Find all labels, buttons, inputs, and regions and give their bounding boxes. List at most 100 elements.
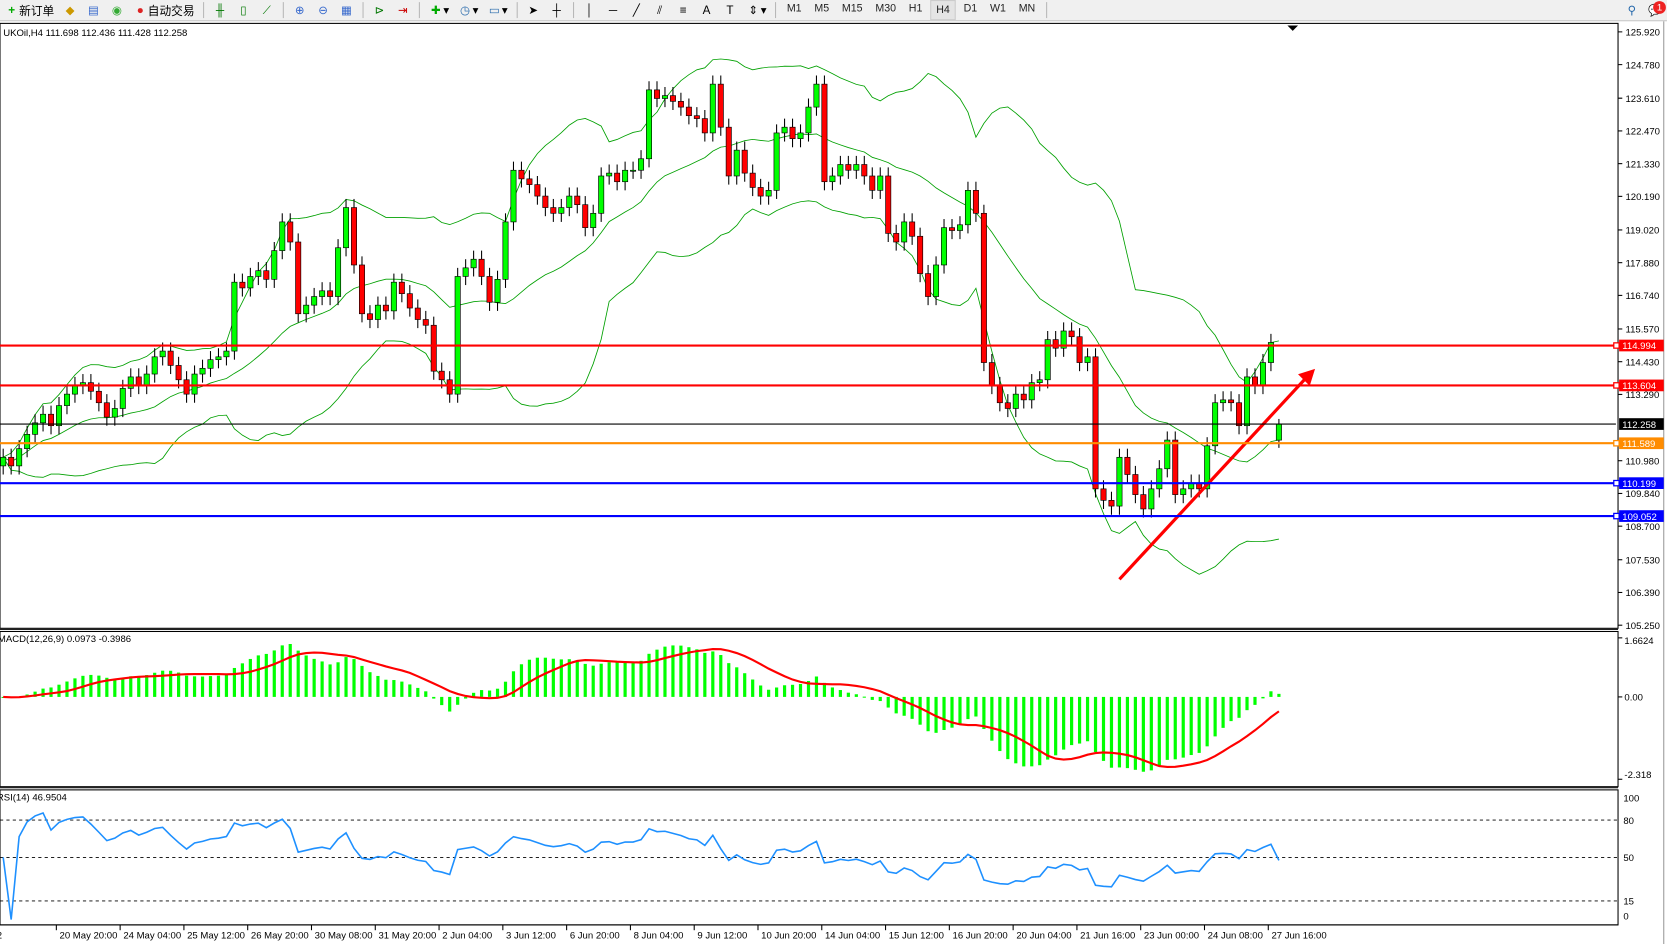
timeframe-h1-button[interactable]: H1	[908, 3, 923, 15]
trend-arrow-head	[1298, 368, 1316, 386]
chart-shift-button[interactable]: ⊳	[369, 1, 390, 19]
candle	[1020, 385, 1027, 409]
periods-button[interactable]: ◷ ▾	[455, 1, 482, 19]
templates-button[interactable]: ▭ ▾	[488, 3, 508, 18]
new-order-button[interactable]: + 新订单	[1, 1, 57, 19]
macd-histogram-bar	[49, 687, 53, 697]
level-handle[interactable]	[1613, 382, 1620, 389]
level-handle[interactable]	[1613, 439, 1620, 447]
candle	[598, 167, 605, 222]
candle	[167, 342, 174, 375]
macd-histogram-bar	[639, 660, 643, 697]
timeframe-mn-button[interactable]: MN	[1018, 3, 1036, 15]
candle	[1004, 394, 1011, 418]
timeframe-m1-button[interactable]: M1	[786, 3, 802, 15]
auto-trading-button[interactable]: ● 自动交易	[130, 1, 198, 19]
macd-histogram-bar	[280, 645, 284, 697]
candle	[685, 98, 692, 125]
vertical-line-icon: │	[585, 3, 594, 17]
macd-histogram-bar	[615, 662, 619, 697]
search-button[interactable]: ⚲	[1621, 1, 1642, 19]
candle-body-bull	[335, 247, 342, 297]
macd-histogram-bar	[599, 663, 603, 697]
macd-histogram-bar	[790, 684, 795, 697]
line-chart-button[interactable]: ⟋	[256, 1, 277, 19]
candle	[1044, 330, 1051, 389]
candle	[877, 167, 884, 199]
search-icon: ⚲	[1627, 3, 1637, 17]
horizontal-line-button[interactable]: ─	[602, 1, 623, 19]
macd-histogram-bar	[942, 696, 946, 730]
macd-histogram-bar	[990, 696, 994, 741]
macd-histogram-bar	[456, 696, 460, 705]
macd-histogram-bar	[216, 675, 221, 697]
notification-button[interactable]: 💬1	[1645, 1, 1666, 19]
price-tick-label: 114.430	[1625, 357, 1659, 368]
candle	[773, 124, 780, 199]
text-label-button[interactable]: T	[719, 1, 740, 19]
auto-trading-icon: ●	[136, 3, 144, 17]
candle	[103, 394, 110, 426]
zoom-in-button[interactable]: ⊕	[289, 1, 310, 19]
candle-body-bear	[359, 264, 365, 315]
level-handle[interactable]	[1613, 342, 1620, 349]
candle-body-bear	[438, 370, 445, 381]
timeframe-w1-button[interactable]: W1	[989, 3, 1006, 15]
chart-shift-marker	[1287, 25, 1299, 31]
macd-histogram-bar	[153, 672, 157, 697]
tile-windows-button[interactable]: ▦	[336, 1, 357, 19]
candle	[582, 196, 589, 237]
level-handle[interactable]	[1613, 512, 1620, 520]
vertical-line-button[interactable]: │	[579, 1, 600, 19]
crosshair-button[interactable]: ┼	[546, 1, 567, 19]
macd-histogram-bar	[1117, 696, 1122, 768]
macd-histogram-bar	[1133, 696, 1137, 770]
timeframe-h4-button[interactable]: H4	[929, 0, 957, 21]
candle-body-bear	[239, 281, 246, 289]
candle	[1236, 394, 1243, 435]
terminal-button[interactable]: ▤	[83, 1, 104, 19]
indicators-icon: ✚	[430, 3, 441, 17]
price-level-tag	[1619, 477, 1664, 489]
macd-histogram-bar	[1046, 696, 1050, 760]
candle-body-bear	[996, 385, 1003, 404]
candle-body-bear	[821, 83, 828, 183]
autoscroll-button[interactable]: ⇥	[392, 1, 413, 19]
arrows-button[interactable]: ⇕ ▾	[743, 1, 770, 19]
price-chart[interactable]: 125.920 124.780 123.610 122.470 121.330 120.1…	[0, 21, 1667, 944]
time-tick-label: 3 Jun 12:00	[506, 931, 556, 942]
text-button[interactable]: A	[696, 1, 717, 19]
candle	[414, 299, 421, 329]
candle	[406, 285, 413, 317]
candle-body-bear	[48, 413, 55, 427]
fibonacci-button[interactable]: ≡	[673, 1, 694, 19]
candle	[454, 267, 461, 403]
macd-histogram-bar	[73, 678, 77, 697]
bar-chart-button[interactable]: ╫	[209, 1, 230, 19]
timeframe-m15-button[interactable]: M15	[841, 3, 863, 15]
cursor-button[interactable]: ➤	[523, 1, 544, 19]
candlestick-button[interactable]: ▯	[233, 1, 254, 19]
history-button[interactable]: ◆	[60, 1, 81, 19]
fibonacci-channel-button[interactable]: ⫽	[649, 1, 670, 19]
candle	[191, 365, 198, 403]
zoom-out-button[interactable]: ⊖	[313, 1, 334, 19]
macd-histogram-bar	[591, 665, 595, 697]
candle-body-bull	[1267, 342, 1274, 363]
timeframe-m30-button[interactable]: M30	[875, 3, 897, 15]
macd-histogram-bar	[1006, 696, 1010, 760]
price-level-label: 114.994	[1622, 341, 1656, 352]
trendline-button[interactable]: ╱	[626, 1, 647, 19]
candle-body-bear	[885, 175, 892, 234]
macd-histogram-bar	[1213, 696, 1217, 737]
indicators-button[interactable]: ✚ ▾	[425, 1, 452, 19]
macd-histogram-bar	[1093, 696, 1098, 752]
timeframe-m5-button[interactable]: M5	[814, 3, 830, 15]
candle	[151, 348, 158, 383]
macd-histogram-bar	[336, 662, 340, 697]
level-handle[interactable]	[1613, 479, 1620, 487]
signal-button[interactable]: ◉	[106, 1, 127, 19]
timeframe-d1-button[interactable]: D1	[963, 3, 978, 15]
macd-histogram-bar	[184, 675, 189, 697]
price-level-tag	[1619, 339, 1664, 352]
